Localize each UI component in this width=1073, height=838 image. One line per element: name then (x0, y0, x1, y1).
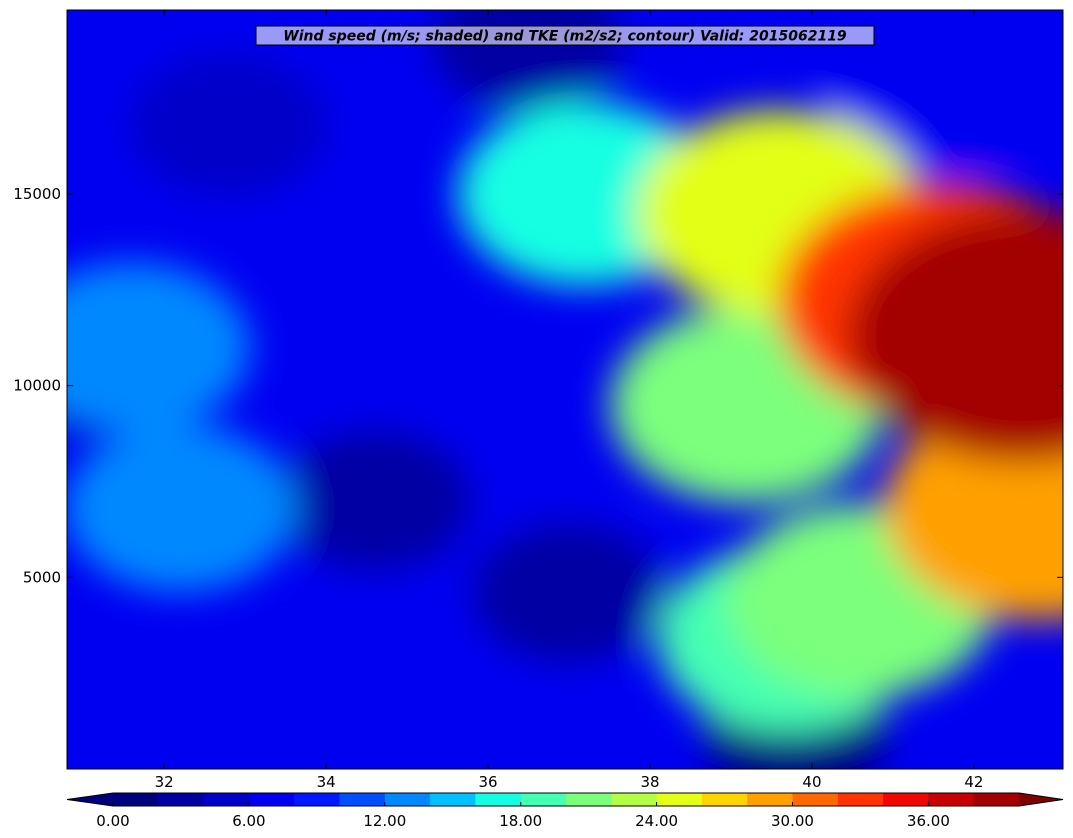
colorbar-segment (837, 793, 884, 806)
wind-feature-5 (130, 54, 328, 196)
colorbar-segment (973, 793, 1020, 806)
colorbar-segment (339, 793, 386, 806)
wind-feature-7 (67, 424, 297, 593)
x-axis: 32 34 36 38 40 42 (155, 10, 983, 791)
wind-feature-4 (472, 523, 666, 663)
colorbar-tick-label: 30.00 (771, 812, 814, 830)
colorbar-tick-label: 24.00 (635, 812, 678, 830)
colorbar-segment (248, 793, 295, 806)
x-tick-label: 36 (479, 773, 498, 791)
x-tick-label: 42 (964, 773, 983, 791)
colorbar-segment (475, 793, 522, 806)
wind-feature-8 (67, 261, 251, 433)
colorbar-segment (520, 793, 567, 806)
title-box (255, 25, 875, 46)
heatmap-field (67, 10, 1063, 769)
colorbar-segment (883, 793, 929, 806)
colorbar-segment (566, 793, 612, 806)
colorbar-segment (656, 793, 703, 806)
colorbar: 0.00 6.00 12.00 18.00 24.00 30.00 36.00 (66, 792, 1064, 830)
plot-area (66, 9, 1064, 770)
y-tick-label: 15000 (13, 185, 61, 203)
colorbar-segments (113, 793, 1020, 806)
colorbar-tick-label: 6.00 (232, 812, 265, 830)
plot-frame (66, 9, 1064, 770)
x-tick-label: 32 (155, 773, 174, 791)
colorbar-ticks: 0.00 6.00 12.00 18.00 24.00 30.00 36.00 (96, 802, 950, 830)
colorbar-over-arrow (1019, 793, 1063, 806)
colorbar-segment (792, 793, 839, 806)
y-tick-label: 5000 (23, 568, 61, 586)
colorbar-segment (294, 793, 340, 806)
colorbar-tick-label: 18.00 (499, 812, 542, 830)
wind-feature-6 (828, 22, 1039, 174)
colorbar-under-arrow (67, 793, 113, 806)
colorbar-segment (158, 793, 205, 806)
wind-feature-16 (847, 210, 1063, 462)
colorbar-tick-label: 36.00 (907, 812, 950, 830)
colorbar-tick-label: 12.00 (363, 812, 406, 830)
y-axis: 5000 10000 15000 (13, 185, 1063, 586)
colorbar-segment (113, 793, 159, 806)
colorbar-tick-label: 0.00 (96, 812, 129, 830)
colorbar-segment (701, 793, 748, 806)
title-text: Wind speed (m/s; shaded) and TKE (m2/s2;… (283, 29, 847, 45)
x-tick-label: 38 (640, 773, 659, 791)
x-tick-label: 40 (802, 773, 821, 791)
colorbar-segment (203, 793, 250, 806)
colorbar-segment (611, 793, 658, 806)
x-tick-label: 34 (317, 773, 336, 791)
colorbar-outline (66, 792, 1064, 807)
colorbar-segment (928, 793, 975, 806)
colorbar-segment (384, 793, 431, 806)
colorbar-segment (747, 793, 793, 806)
wind-feature-3 (278, 431, 472, 571)
y-tick-label: 10000 (13, 377, 61, 395)
colorbar-segment (430, 793, 476, 806)
chart-title: Wind speed (m/s; shaded) and TKE (m2/s2;… (255, 25, 875, 46)
